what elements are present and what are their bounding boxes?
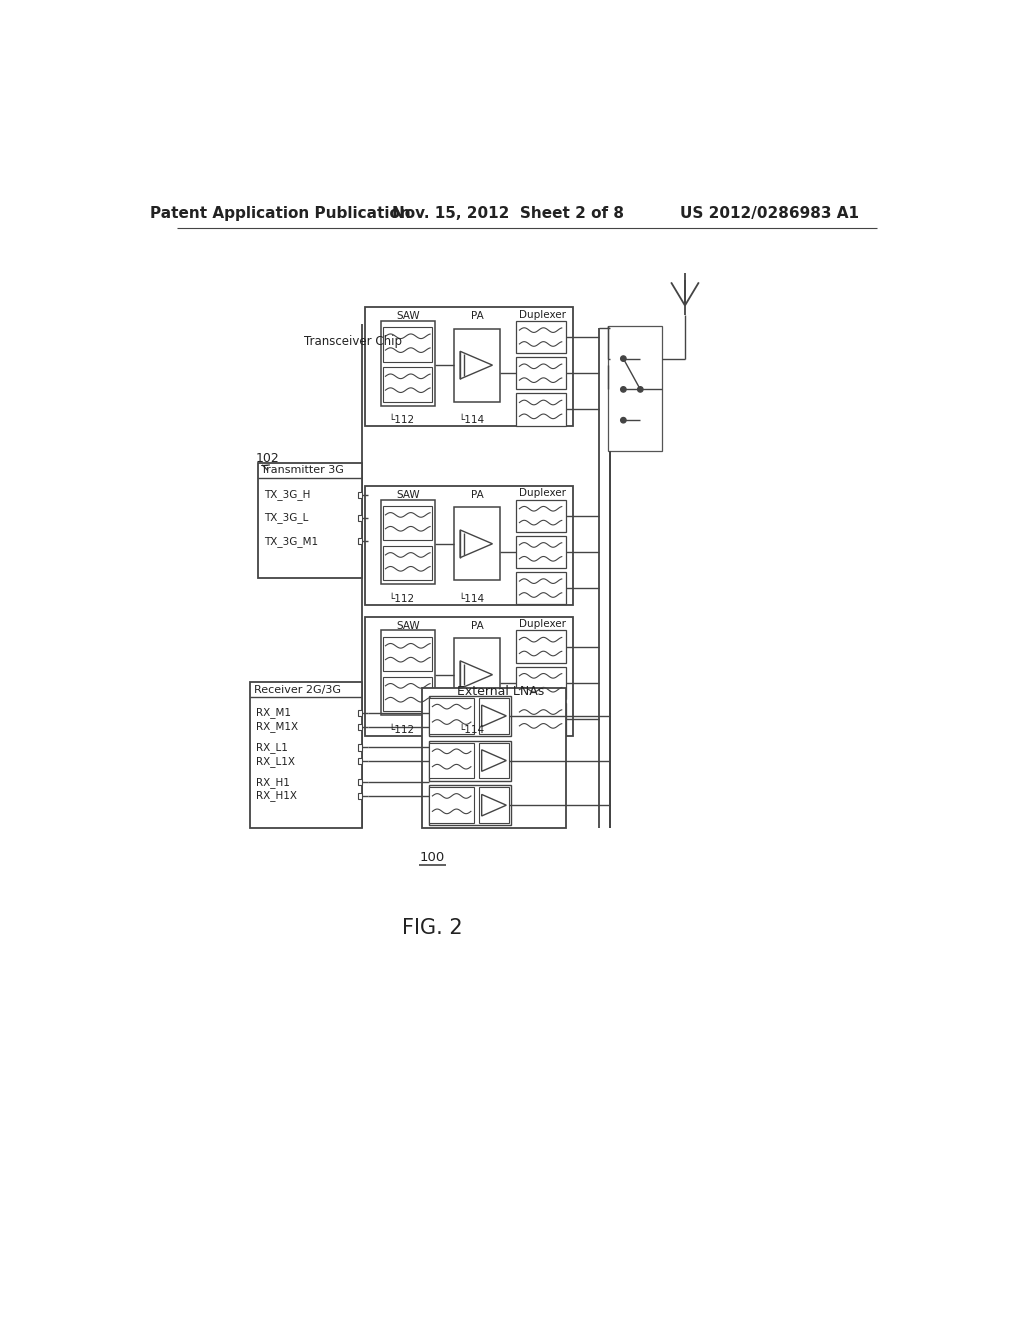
Bar	[478, 743, 509, 779]
Text: RX_M1: RX_M1	[256, 708, 291, 718]
Bar	[381, 631, 435, 715]
Text: RX_H1X: RX_H1X	[256, 791, 297, 801]
Bar	[366, 308, 573, 426]
Bar	[357, 710, 362, 715]
Bar	[429, 785, 511, 825]
Text: PA: PA	[471, 620, 483, 631]
Text: └112: └112	[388, 416, 415, 425]
Bar	[357, 758, 362, 764]
Bar	[515, 572, 565, 605]
Bar	[357, 793, 362, 799]
Text: └114: └114	[458, 594, 484, 603]
Text: SAW: SAW	[396, 312, 420, 321]
Bar	[383, 545, 432, 581]
Bar	[478, 788, 509, 822]
Bar	[429, 698, 474, 734]
Text: SAW: SAW	[396, 620, 420, 631]
Text: Duplexer: Duplexer	[519, 310, 566, 319]
Text: FIG. 2: FIG. 2	[402, 919, 463, 939]
Circle shape	[621, 356, 626, 362]
Bar	[422, 688, 565, 829]
Text: Receiver 2G/3G: Receiver 2G/3G	[254, 685, 341, 694]
Circle shape	[638, 387, 643, 392]
Bar	[383, 506, 432, 540]
Bar	[515, 667, 565, 700]
Bar	[515, 321, 565, 354]
Text: TX_3G_M1: TX_3G_M1	[264, 536, 317, 546]
Text: Transceiver Chip: Transceiver Chip	[304, 335, 401, 348]
Bar	[357, 723, 362, 730]
Text: US 2012/0286983 A1: US 2012/0286983 A1	[680, 206, 859, 222]
Bar	[429, 788, 474, 822]
Text: Patent Application Publication: Patent Application Publication	[151, 206, 411, 222]
Text: RX_L1: RX_L1	[256, 742, 288, 752]
Bar	[357, 744, 362, 751]
Text: RX_M1X: RX_M1X	[256, 721, 298, 733]
Text: TX_3G_L: TX_3G_L	[264, 512, 308, 524]
Bar	[258, 462, 361, 578]
Bar	[357, 539, 362, 544]
Text: 102: 102	[256, 453, 280, 465]
Bar	[515, 499, 565, 532]
Bar	[383, 327, 432, 362]
Bar	[454, 507, 500, 581]
Bar	[515, 631, 565, 663]
Text: Duplexer: Duplexer	[519, 619, 566, 630]
Bar	[515, 536, 565, 568]
Text: RX_L1X: RX_L1X	[256, 756, 295, 767]
Text: RX_H1: RX_H1	[256, 776, 290, 788]
Text: External LNAs: External LNAs	[457, 685, 544, 698]
Circle shape	[621, 387, 626, 392]
Bar	[381, 321, 435, 405]
Bar	[515, 702, 565, 735]
Text: Transmitter 3G: Transmitter 3G	[261, 465, 344, 475]
Bar	[478, 698, 509, 734]
Text: └112: └112	[388, 725, 415, 735]
Bar	[429, 743, 474, 779]
Bar	[383, 677, 432, 711]
Text: Nov. 15, 2012  Sheet 2 of 8: Nov. 15, 2012 Sheet 2 of 8	[392, 206, 624, 222]
Bar	[429, 696, 511, 737]
Text: 100: 100	[420, 851, 445, 865]
Text: PA: PA	[471, 490, 483, 500]
Text: └114: └114	[458, 725, 484, 735]
Bar	[357, 515, 362, 521]
Text: Duplexer: Duplexer	[519, 488, 566, 499]
Bar	[381, 499, 435, 585]
Bar	[250, 682, 361, 829]
Bar	[357, 492, 362, 498]
Bar	[429, 741, 511, 780]
Bar	[608, 326, 662, 451]
Text: └114: └114	[458, 416, 484, 425]
Bar	[454, 329, 500, 401]
Bar	[383, 367, 432, 401]
Text: TX_3G_H: TX_3G_H	[264, 490, 310, 500]
Bar	[515, 358, 565, 389]
Bar	[515, 393, 565, 425]
Bar	[454, 638, 500, 711]
Bar	[366, 486, 573, 605]
Bar	[366, 616, 573, 737]
Text: PA: PA	[471, 312, 483, 321]
Bar	[383, 636, 432, 671]
Text: └112: └112	[388, 594, 415, 603]
Text: SAW: SAW	[396, 490, 420, 500]
Circle shape	[621, 417, 626, 422]
Bar	[357, 779, 362, 785]
